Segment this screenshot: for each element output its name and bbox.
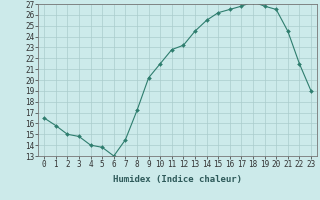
X-axis label: Humidex (Indice chaleur): Humidex (Indice chaleur) xyxy=(113,175,242,184)
